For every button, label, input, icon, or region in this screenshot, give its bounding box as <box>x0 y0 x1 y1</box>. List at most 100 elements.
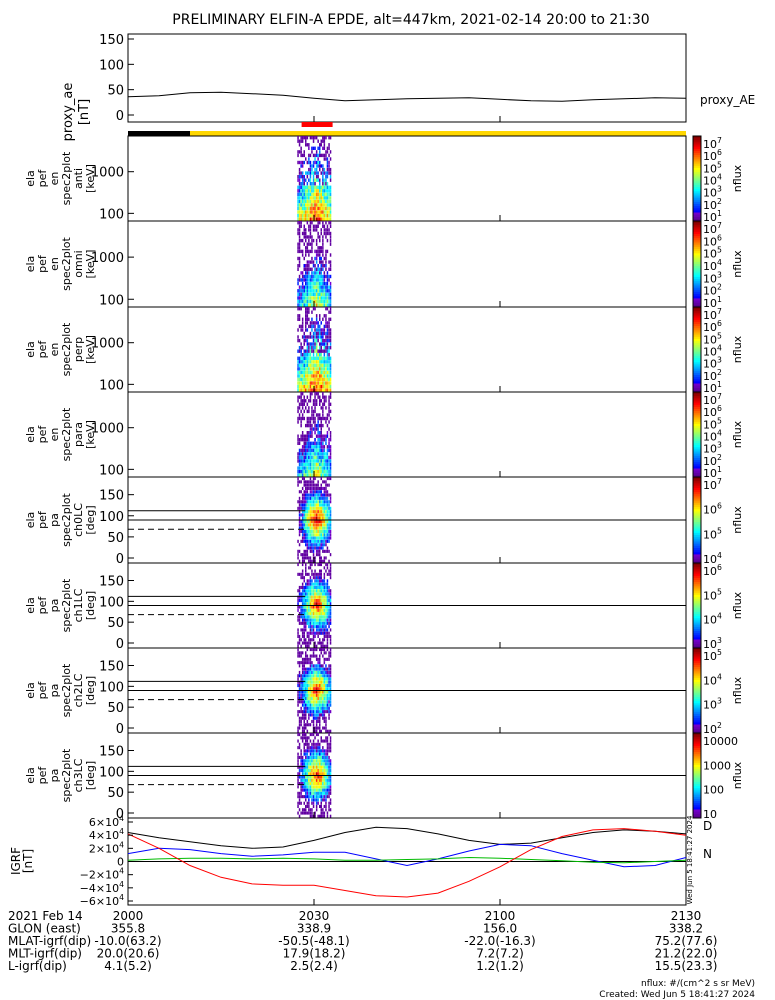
heat-cell <box>326 384 329 389</box>
heat-cell <box>306 338 309 343</box>
heat-cell <box>319 772 321 776</box>
heat-cell <box>325 150 327 154</box>
heat-cell <box>311 631 313 635</box>
heat-cell <box>306 416 309 421</box>
colorbar-segment <box>693 769 701 772</box>
colorbar-segment <box>693 298 701 301</box>
heat-cell <box>308 723 310 727</box>
heat-cell <box>320 360 322 364</box>
heat-cell <box>308 274 310 279</box>
heat-cell <box>329 217 332 221</box>
heat-cell <box>308 289 310 293</box>
heat-cell <box>298 167 301 172</box>
heat-cell <box>317 189 319 193</box>
heat-cell <box>314 608 316 612</box>
heat-cell <box>306 608 309 612</box>
heat-cell <box>317 213 319 218</box>
heat-cell <box>309 221 312 225</box>
heat-cell <box>314 370 316 375</box>
heat-cell <box>322 171 324 175</box>
heat-cell <box>325 307 327 311</box>
heat-cell <box>323 510 326 514</box>
heat-cell <box>306 742 309 746</box>
heat-cell <box>308 533 310 537</box>
heat-cell <box>306 546 309 550</box>
heat-cell <box>314 335 316 339</box>
heat-cell <box>315 670 318 674</box>
heat-cell <box>311 563 313 567</box>
heat-cell <box>325 500 327 504</box>
heat-cell <box>303 469 305 474</box>
heat-cell <box>315 742 318 746</box>
colorbar-segment <box>693 631 701 634</box>
heat-cell <box>322 618 324 622</box>
heat-cell <box>301 664 304 668</box>
heat-cell <box>303 235 305 239</box>
heat-cell <box>298 299 301 304</box>
y-tick-label: 0 <box>116 109 124 124</box>
heat-cell <box>326 413 329 417</box>
heat-cell <box>319 638 321 642</box>
heat-cell <box>311 413 313 417</box>
heat-cell <box>323 139 326 143</box>
heat-cell <box>300 700 302 704</box>
heat-cell <box>311 782 313 786</box>
heat-cell <box>328 690 330 694</box>
heat-cell <box>320 520 322 524</box>
heat-cell <box>306 356 309 360</box>
heat-cell <box>319 592 321 596</box>
heat-cell <box>311 346 313 350</box>
heat-cell <box>311 370 313 375</box>
heat-cell <box>328 427 330 431</box>
heat-cell <box>306 388 309 392</box>
heat-cell <box>309 473 312 477</box>
heat-cell <box>319 677 321 681</box>
heat-cell <box>308 631 310 635</box>
colorbar-segment <box>693 358 701 361</box>
colorbar-segment <box>693 747 701 751</box>
colorbar-segment <box>693 246 701 250</box>
heat-cell <box>319 164 321 168</box>
heat-cell <box>308 801 310 805</box>
heat-cell <box>298 634 301 638</box>
heat-cell <box>305 618 307 622</box>
colorbar-label: nflux <box>731 591 744 619</box>
heat-cell <box>315 687 318 691</box>
heat-cell <box>297 539 299 543</box>
heat-cell <box>309 684 312 688</box>
heat-cell <box>300 749 302 753</box>
y-axis-label: ela <box>24 426 37 443</box>
heat-cell <box>311 448 313 453</box>
heat-cell <box>314 621 316 625</box>
heat-cell <box>297 791 299 795</box>
heat-cell <box>301 335 304 339</box>
heat-cell <box>328 420 330 424</box>
heat-cell <box>305 455 307 460</box>
heat-cell <box>312 459 315 463</box>
heat-cell <box>297 395 299 399</box>
heat-cell <box>303 224 305 228</box>
heat-cell <box>329 342 332 346</box>
heat-cell <box>323 628 326 632</box>
heat-cell <box>305 638 307 642</box>
heat-cell <box>297 661 299 665</box>
y-tick-label: 50 <box>107 84 124 99</box>
heat-cell <box>315 281 318 286</box>
heat-cell <box>317 697 319 701</box>
heat-cell <box>326 150 329 154</box>
colorbar-label: nflux <box>731 250 744 278</box>
heat-cell <box>323 775 326 779</box>
heat-cell <box>311 303 313 307</box>
heat-cell <box>309 370 312 375</box>
heat-cell <box>297 506 299 510</box>
heat-cell <box>298 203 301 207</box>
heat-cell <box>317 388 319 392</box>
heat-cell <box>315 775 318 779</box>
heat-cell <box>300 139 302 143</box>
heat-cell <box>315 292 318 297</box>
heat-cell <box>328 599 330 603</box>
heat-cell <box>319 367 321 371</box>
heat-cell <box>326 506 329 510</box>
heat-cell <box>308 363 310 368</box>
heat-cell <box>317 625 319 629</box>
